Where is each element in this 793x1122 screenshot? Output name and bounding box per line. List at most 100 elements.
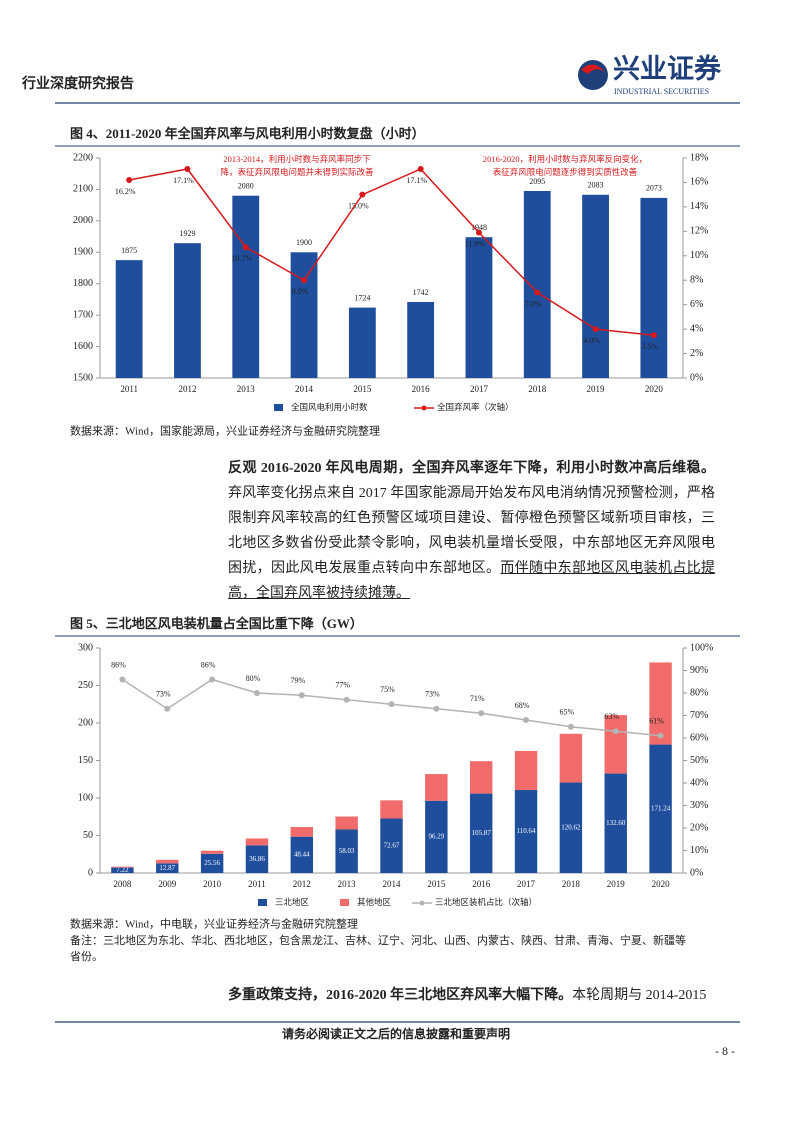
line-marker [164, 705, 171, 712]
line-marker [126, 177, 133, 183]
bar [425, 800, 448, 873]
y-tick-label: 2200 [73, 152, 93, 163]
bar [290, 826, 314, 837]
bar [465, 237, 493, 378]
line-label: 79% [290, 676, 305, 685]
bar-label: 58.03 [339, 847, 355, 855]
y2-tick-label: 2% [690, 348, 703, 359]
line-label: 8.0% [292, 287, 309, 296]
x-tick-label: 2016 [472, 879, 491, 889]
bar [523, 191, 551, 378]
legend-label: 全国弃风率（次轴） [437, 402, 514, 412]
bar [380, 800, 403, 819]
line-marker [657, 732, 664, 739]
bar [649, 744, 672, 873]
x-tick-label: 2019 [607, 879, 626, 889]
bar-label: 110.64 [517, 827, 536, 835]
line-marker [478, 710, 485, 717]
legend-label: 其他地区 [357, 897, 392, 907]
line-label: 3.5% [642, 342, 659, 351]
x-tick-label: 2019 [587, 384, 606, 394]
bar-label: 2095 [529, 177, 545, 186]
bar [335, 816, 358, 830]
bar-label: 12.87 [159, 864, 175, 872]
y2-tick-label: 4% [690, 323, 703, 334]
bar [469, 793, 493, 873]
bar [335, 829, 358, 873]
bar [348, 307, 376, 378]
note-line: 备注：三北地区为东北、华北、西北地区，包含黑龙江、吉林、辽宁、河北、山西、内蒙古… [70, 933, 686, 947]
bar [111, 866, 134, 868]
line-marker [592, 326, 599, 333]
y-tick-label: 100 [78, 792, 93, 803]
bar-label: 1900 [296, 238, 312, 247]
bar-label: 132.60 [606, 819, 626, 827]
line-label: 65% [560, 708, 575, 717]
line-label: 15.0% [348, 201, 369, 210]
x-tick-label: 2017 [517, 879, 536, 889]
bar-label: 2073 [646, 184, 662, 193]
annotation: 降，表征弃风限电问题并未得到实际改善 [220, 167, 374, 177]
line-marker [650, 332, 657, 339]
y-tick-label: 1600 [73, 341, 93, 352]
y2-tick-label: 16% [690, 177, 708, 188]
y-tick-label: 2100 [73, 184, 93, 195]
bar [380, 818, 403, 873]
x-tick-label: 2015 [353, 384, 372, 394]
legend-swatch [340, 899, 349, 906]
bar [649, 662, 672, 745]
bar [604, 715, 627, 774]
y-tick-label: 2000 [73, 215, 93, 226]
bar [232, 195, 260, 378]
bar-label: 1948 [471, 223, 487, 232]
line-label: 10.7% [231, 254, 252, 263]
bar-label: 72.67 [384, 841, 400, 849]
y2-tick-label: 20% [690, 822, 708, 833]
y2-tick-label: 8% [690, 275, 703, 286]
x-tick-label: 2010 [203, 879, 222, 889]
y2-tick-label: 6% [690, 299, 703, 310]
x-tick-label: 2012 [293, 879, 311, 889]
y-tick-label: 150 [78, 755, 93, 766]
x-tick-label: 2017 [470, 384, 489, 394]
chart-title: 图 5、三北地区风电装机量占全国比重下降（GW） [70, 616, 363, 631]
x-tick-label: 2013 [338, 879, 357, 889]
y-tick-label: 50 [83, 830, 93, 841]
legend-swatch [274, 404, 283, 411]
annotation: 表征弃风限电问题逐步得到实质性改善 [493, 167, 638, 177]
bar-label: 1875 [121, 246, 137, 255]
y-tick-label: 300 [78, 642, 93, 653]
line-label: 17.1% [173, 176, 194, 185]
bar [407, 301, 435, 378]
x-tick-label: 2014 [383, 879, 402, 889]
bar-label: 36.86 [249, 855, 265, 863]
y2-tick-label: 70% [690, 710, 708, 721]
bold-text: 多重政策支持，2016-2020 年三北地区弃风率大幅下降。 [228, 988, 573, 1003]
x-tick-label: 2018 [562, 879, 581, 889]
bar [156, 863, 179, 873]
y2-tick-label: 10% [690, 845, 708, 856]
line-label: 77% [335, 681, 350, 690]
line-marker [301, 277, 308, 284]
line-marker [184, 166, 191, 172]
y2-tick-label: 18% [690, 152, 708, 163]
line-marker [209, 676, 216, 683]
line-marker [567, 723, 574, 730]
y2-tick-label: 10% [690, 250, 708, 261]
bar-label: 2083 [588, 181, 604, 190]
line-label: 86% [201, 660, 216, 669]
bar-label: 1929 [179, 229, 195, 238]
y2-tick-label: 80% [690, 687, 708, 698]
y-tick-label: 1800 [73, 278, 93, 289]
y2-tick-label: 50% [690, 755, 708, 766]
bar [604, 773, 627, 873]
bold-text: 反观 2016-2020 年风电周期，全国弃风率逐年下降，利用小时数冲高后维稳。 [228, 461, 715, 476]
line-marker [298, 692, 305, 699]
line [129, 168, 654, 336]
legend-label: 全国风电利用小时数 [291, 402, 368, 412]
note: 备注：三北地区为东北、华北、西北地区，包含黑龙江、吉林、辽宁、河北、山西、内蒙古… [70, 933, 686, 963]
line-marker [475, 229, 482, 236]
line-marker [119, 676, 126, 683]
bar-label: 1742 [413, 288, 429, 297]
